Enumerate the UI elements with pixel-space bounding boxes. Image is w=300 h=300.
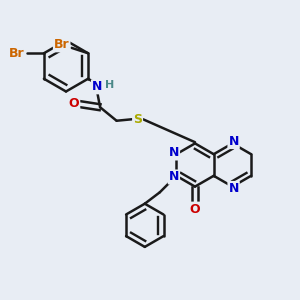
Text: H: H: [105, 80, 115, 90]
Text: Br: Br: [9, 47, 25, 60]
Text: N: N: [169, 170, 179, 184]
Text: N: N: [169, 146, 179, 160]
Text: O: O: [190, 202, 200, 216]
Text: N: N: [92, 80, 102, 93]
Text: N: N: [228, 182, 239, 195]
Text: S: S: [133, 113, 142, 126]
Text: O: O: [69, 97, 79, 110]
Text: N: N: [228, 135, 239, 148]
Text: Br: Br: [54, 38, 70, 51]
